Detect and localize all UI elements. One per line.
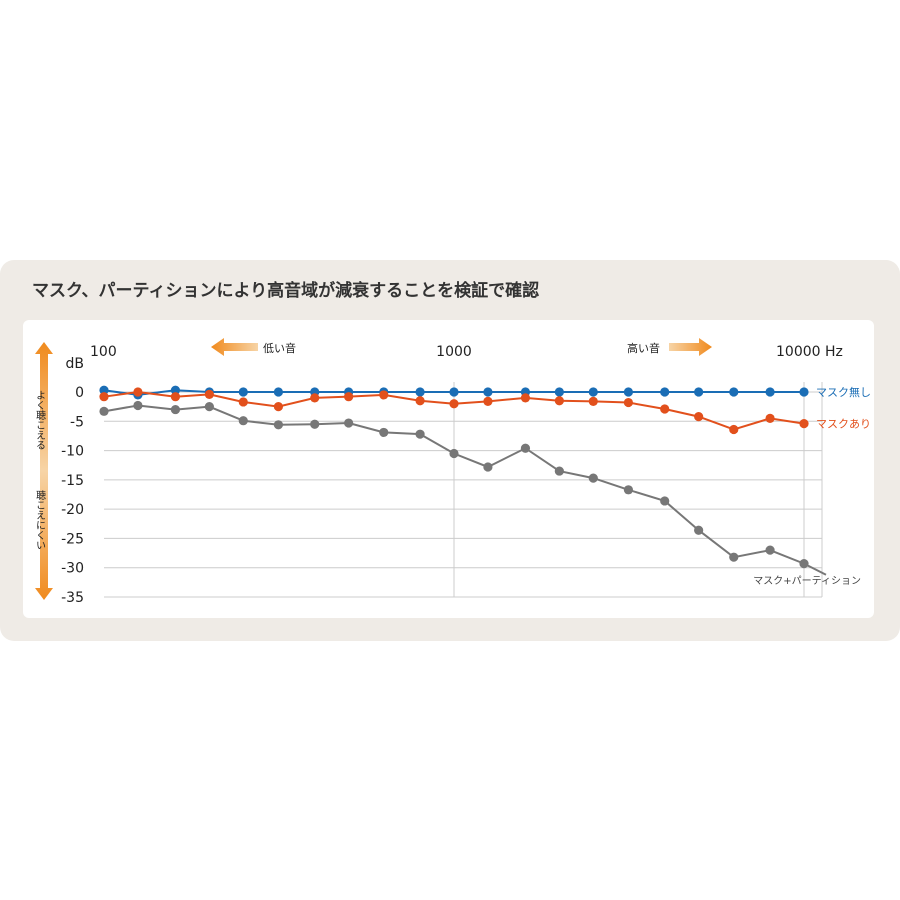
frequency-response-chart: 0 -5 -10 -15 -20 -25 -30 -35 dB 100 1000 10000 Hz 低い… [34, 338, 871, 606]
y-tick-label: -25 [61, 531, 84, 547]
data-point [133, 387, 143, 397]
data-point [238, 416, 248, 426]
data-point [415, 429, 425, 439]
y-tick-label: -10 [61, 444, 84, 460]
data-point [344, 392, 354, 402]
chart-card: 0 -5 -10 -15 -20 -25 -30 -35 dB 100 1000 10000 Hz 低い… [23, 320, 874, 618]
y-tick-label: -20 [61, 502, 84, 518]
data-point [415, 396, 425, 406]
data-point [379, 390, 389, 400]
data-point [765, 545, 775, 555]
data-point [273, 420, 284, 430]
data-point [449, 448, 459, 459]
x-tick-label: 1000 [436, 344, 472, 360]
data-point [694, 412, 704, 422]
x-tick-label: 100 [90, 344, 117, 360]
data-point [799, 419, 809, 429]
data-point [344, 418, 354, 428]
data-point [588, 387, 598, 397]
data-point [660, 404, 670, 414]
data-point [729, 387, 739, 397]
data-point [554, 387, 564, 397]
x-tick-label: 10000 Hz [776, 344, 843, 360]
y-down-label: 聴こえにくい [34, 490, 46, 550]
data-point [729, 552, 739, 562]
chart-title: マスク、パーティションにより高音域が減衰することを検証で確認 [32, 281, 540, 301]
data-point [623, 397, 634, 408]
data-point [520, 393, 531, 403]
arrow-left-icon [211, 338, 258, 356]
data-point [310, 419, 320, 429]
series-label: マスク+パーティション [753, 575, 861, 587]
data-point [588, 473, 598, 483]
chart-panel: マスク、パーティションにより高音域が減衰することを検証で確認 0 -5 -10 -15… [0, 260, 900, 641]
data-point [238, 397, 248, 407]
data-point [99, 406, 109, 416]
low-sound-label: 低い音 [263, 341, 296, 355]
data-point [765, 387, 775, 397]
series-label: マスクあり [816, 418, 871, 431]
data-point [623, 387, 634, 397]
data-point [554, 466, 564, 476]
series-label: マスク無し [816, 385, 871, 399]
series-line [103, 404, 827, 576]
data-point [694, 387, 704, 397]
data-point [273, 402, 284, 412]
data-point [483, 387, 493, 397]
data-point [99, 392, 109, 402]
y-tick-label: -15 [61, 473, 84, 489]
data-point [99, 385, 109, 395]
high-sound-label: 高い音 [627, 341, 660, 355]
data-point [204, 389, 214, 399]
data-point [729, 424, 739, 435]
data-point [554, 396, 564, 406]
data-point [415, 387, 425, 397]
y-tick-label: 0 [75, 385, 84, 401]
data-point [379, 427, 389, 438]
data-point [694, 525, 704, 535]
data-point [660, 387, 670, 397]
arrow-right-icon [669, 338, 712, 356]
data-point [660, 496, 670, 506]
y-tick-label: -5 [70, 414, 84, 430]
data-point [273, 387, 284, 397]
data-point [238, 387, 248, 397]
y-up-label: よく聴こえる [34, 390, 46, 450]
data-point [449, 387, 459, 397]
vertical-double-arrow-icon [35, 342, 53, 600]
data-point [449, 399, 459, 409]
data-point [765, 413, 775, 423]
data-point [310, 393, 320, 403]
data-point [170, 392, 181, 402]
y-tick-label: -30 [61, 561, 84, 577]
data-point [520, 443, 531, 453]
y-tick-label: -35 [61, 590, 84, 606]
data-point [170, 385, 181, 395]
data-point [483, 396, 493, 406]
data-point [133, 400, 143, 411]
data-point [799, 559, 809, 569]
y-axis-unit: dB [66, 356, 85, 372]
data-point [588, 396, 598, 406]
data-point [623, 485, 634, 495]
data-point [799, 387, 809, 397]
data-point [204, 402, 214, 412]
data-point [483, 462, 493, 472]
data-point [170, 404, 181, 415]
